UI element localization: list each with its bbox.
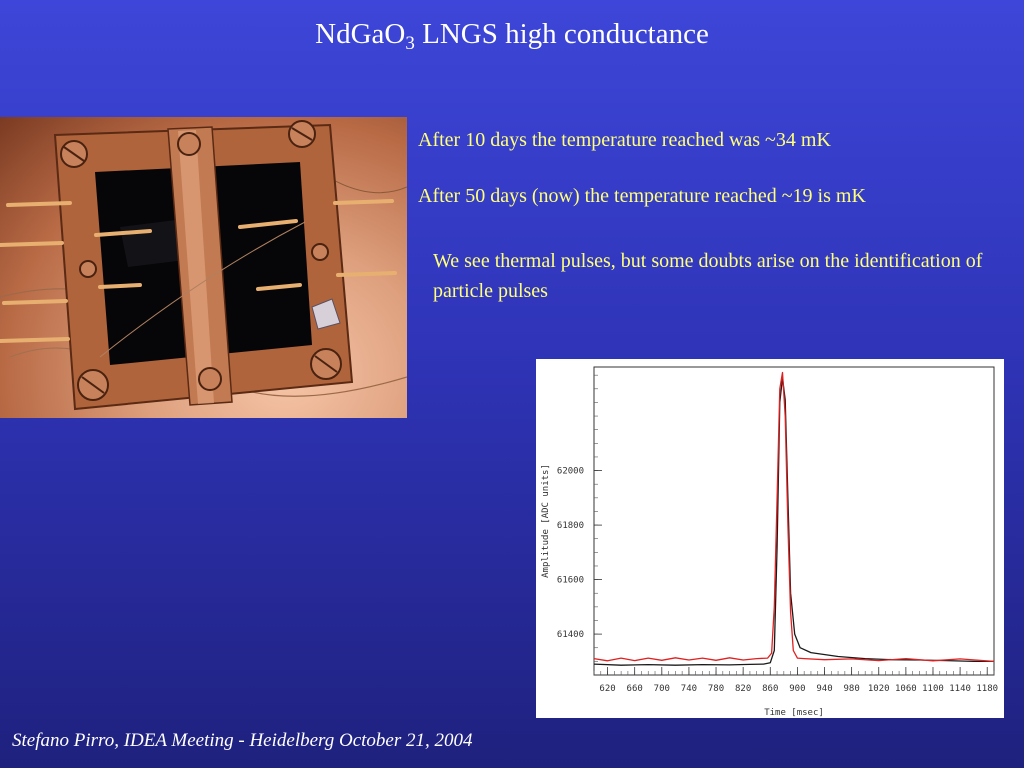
x-tick-label: 660 [627,684,643,694]
x-tick-label: 780 [708,684,724,694]
footer-credit: Stefano Pirro, IDEA Meeting - Heidelberg… [12,730,473,751]
y-tick-label: 61400 [557,630,584,640]
bullet-temperature-50-days: After 50 days (now) the temperature reac… [418,185,866,207]
title-subscript: 3 [405,33,415,54]
x-tick-label: 860 [762,684,778,694]
x-axis-label: Time [msec] [764,708,824,718]
x-tick-label: 1100 [922,684,944,694]
x-tick-label: 820 [735,684,751,694]
pulse-chart: 620 660 700 740 780 820 860 900 940 980 1020 1060 11… [536,359,1004,718]
x-tick-label: 1180 [976,684,998,694]
title-rest: LNGS high conductance [414,18,709,50]
bullet-temperature-10-days: After 10 days the temperature reached wa… [418,129,831,151]
y-axis-label: Amplitude [ADC units] [541,464,551,578]
pulse-chart-svg: 620 660 700 740 780 820 860 900 940 980 1020 1060 11… [541,366,998,718]
x-tick-label: 900 [789,684,805,694]
x-tick-label: 700 [654,684,670,694]
slide-title: NdGaO3 LNGS high conductance [0,18,1024,55]
x-tick-label: 940 [816,684,832,694]
y-tick-label: 61600 [557,576,584,586]
x-tick-label: 620 [599,684,615,694]
y-tick-label: 62000 [557,467,584,477]
x-tick-label: 980 [843,684,859,694]
y-tick-label: 61800 [557,521,584,531]
x-tick-label: 1060 [895,684,917,694]
title-main: NdGaO [315,18,406,50]
x-tick-label: 1020 [868,684,890,694]
detector-holder-photo [0,117,407,418]
series-line-2 [593,371,995,663]
x-tick-label: 1140 [949,684,971,694]
x-tick-label: 740 [681,684,697,694]
bullet-thermal-pulses: We see thermal pulses, but some doubts a… [433,250,983,302]
